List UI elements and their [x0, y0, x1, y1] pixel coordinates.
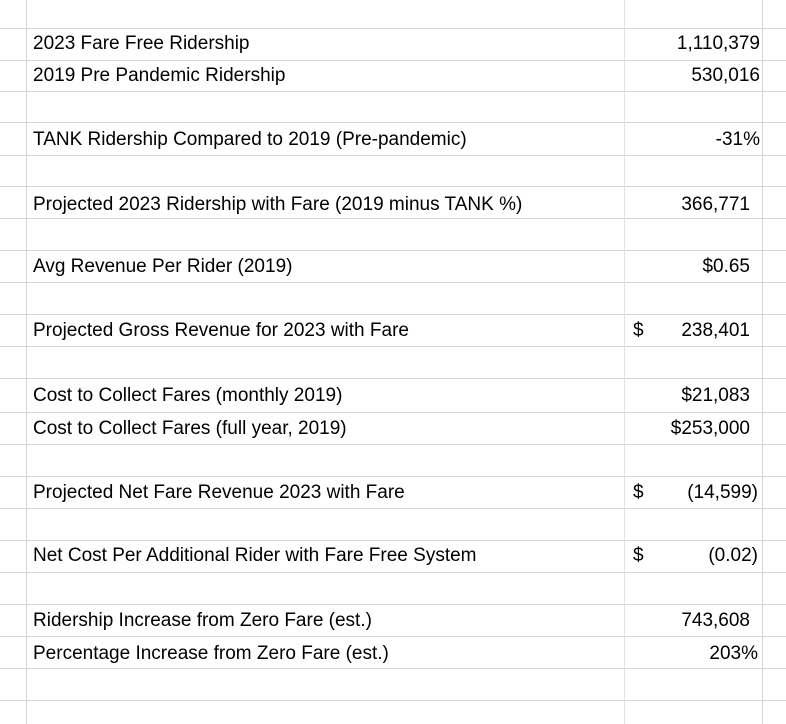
grid-line	[0, 540, 786, 541]
row-value[interactable]: (0.02)	[708, 545, 758, 566]
row-value[interactable]: (14,599)	[687, 482, 758, 503]
currency-symbol: $	[633, 482, 644, 503]
grid-line	[0, 28, 786, 29]
row-value[interactable]: -31%	[715, 129, 760, 150]
row-value[interactable]: 366,771	[681, 194, 750, 215]
row-value[interactable]: $0.65	[702, 256, 750, 277]
grid-line	[0, 186, 786, 187]
row-value[interactable]: $253,000	[670, 418, 750, 439]
grid-line	[0, 122, 786, 123]
row-label[interactable]: Net Cost Per Additional Rider with Fare …	[33, 545, 477, 566]
row-value[interactable]: 1,110,379	[676, 33, 760, 54]
row-value[interactable]: 743,608	[681, 610, 750, 631]
grid-line	[0, 346, 786, 347]
row-label[interactable]: Ridership Increase from Zero Fare (est.)	[33, 610, 372, 631]
grid-line	[0, 636, 786, 637]
row-value[interactable]: 530,016	[691, 65, 760, 86]
row-label[interactable]: Cost to Collect Fares (full year, 2019)	[33, 418, 347, 439]
row-value[interactable]: 238,401	[681, 320, 750, 341]
row-label[interactable]: TANK Ridership Compared to 2019 (Pre-pan…	[33, 129, 467, 150]
grid-line	[0, 60, 786, 61]
grid-line	[0, 250, 786, 251]
grid-line	[0, 668, 786, 669]
row-value[interactable]: 203%	[709, 643, 758, 664]
row-label[interactable]: 2023 Fare Free Ridership	[33, 33, 250, 54]
row-label[interactable]: Projected 2023 Ridership with Fare (2019…	[33, 194, 523, 215]
grid-line	[0, 378, 786, 379]
row-value[interactable]: $21,083	[681, 385, 750, 406]
grid-line	[0, 218, 786, 219]
grid-line	[0, 572, 786, 573]
grid-line	[0, 314, 786, 315]
currency-symbol: $	[633, 320, 644, 341]
grid-line	[0, 282, 786, 283]
row-label[interactable]: Projected Gross Revenue for 2023 with Fa…	[33, 320, 409, 341]
row-label[interactable]: 2019 Pre Pandemic Ridership	[33, 65, 286, 86]
grid-line	[0, 508, 786, 509]
grid-line	[0, 444, 786, 445]
currency-symbol: $	[633, 545, 644, 566]
grid-line	[0, 604, 786, 605]
grid-line	[0, 91, 786, 92]
row-label[interactable]: Cost to Collect Fares (monthly 2019)	[33, 385, 343, 406]
grid-line	[624, 0, 625, 724]
grid-line	[0, 155, 786, 156]
grid-line	[26, 0, 27, 724]
row-label[interactable]: Projected Net Fare Revenue 2023 with Far…	[33, 482, 405, 503]
row-label[interactable]: Avg Revenue Per Rider (2019)	[33, 256, 293, 277]
grid-line	[762, 0, 763, 724]
grid-line	[0, 700, 786, 701]
row-label[interactable]: Percentage Increase from Zero Fare (est.…	[33, 643, 389, 664]
grid-line	[0, 476, 786, 477]
grid-line	[0, 412, 786, 413]
